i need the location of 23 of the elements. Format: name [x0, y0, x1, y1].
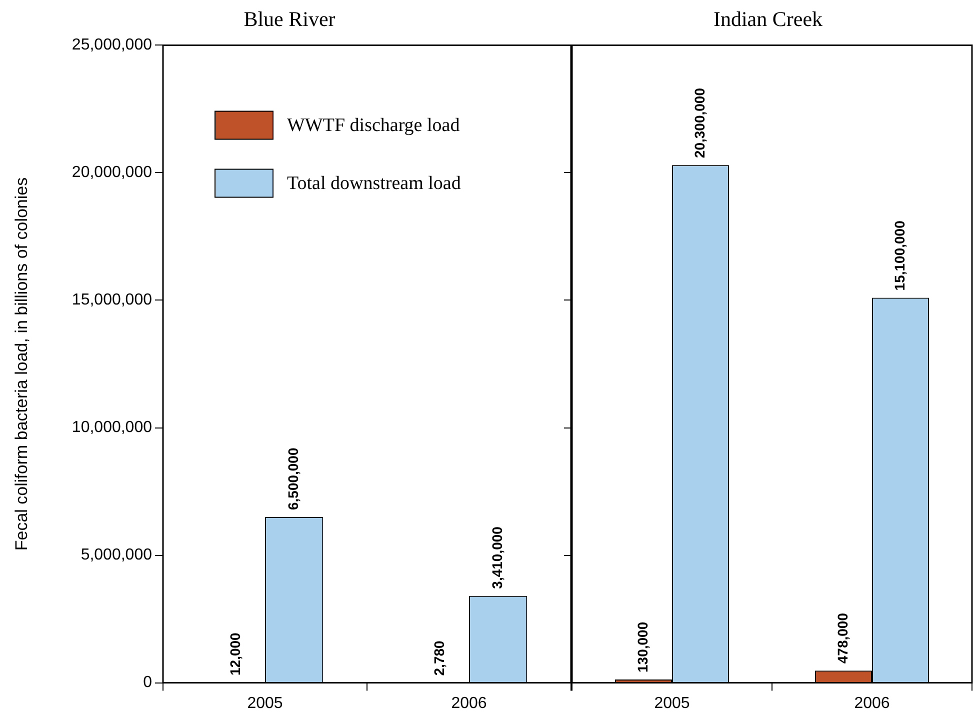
data-label: 3,410,000 [488, 526, 505, 589]
y-tick-label: 0 [143, 674, 152, 692]
data-label: 130,000 [634, 622, 650, 672]
legend-label: WWTF discharge load [287, 115, 460, 136]
data-label: 478,000 [834, 612, 850, 664]
y-tick-label: 5,000,000 [80, 546, 152, 564]
x-tick-label: 2005 [654, 694, 690, 712]
y-tick-label: 25,000,000 [72, 36, 152, 54]
data-label: 6,500,000 [284, 448, 301, 510]
data-label: 12,000 [226, 632, 243, 676]
y-tick-label: 20,000,000 [72, 164, 152, 182]
data-label: 2,780 [430, 640, 447, 676]
y-axis-title: Fecal coliform bacteria load, in billions of colonies [12, 177, 31, 551]
legend-label: Total downstream load [287, 173, 462, 194]
data-label: 20,300,000 [691, 88, 708, 158]
y-tick-label: 15,000,000 [72, 292, 152, 309]
x-tick-label: 2005 [247, 694, 283, 712]
chart-title: Blue River [244, 7, 336, 32]
x-tick-label: 2006 [451, 694, 487, 712]
y-tick-label: 10,000,000 [72, 419, 152, 436]
data-label: 15,100,000 [891, 220, 908, 291]
x-tick-label: 2006 [854, 694, 890, 712]
chart-title: Indian Creek [713, 7, 824, 32]
